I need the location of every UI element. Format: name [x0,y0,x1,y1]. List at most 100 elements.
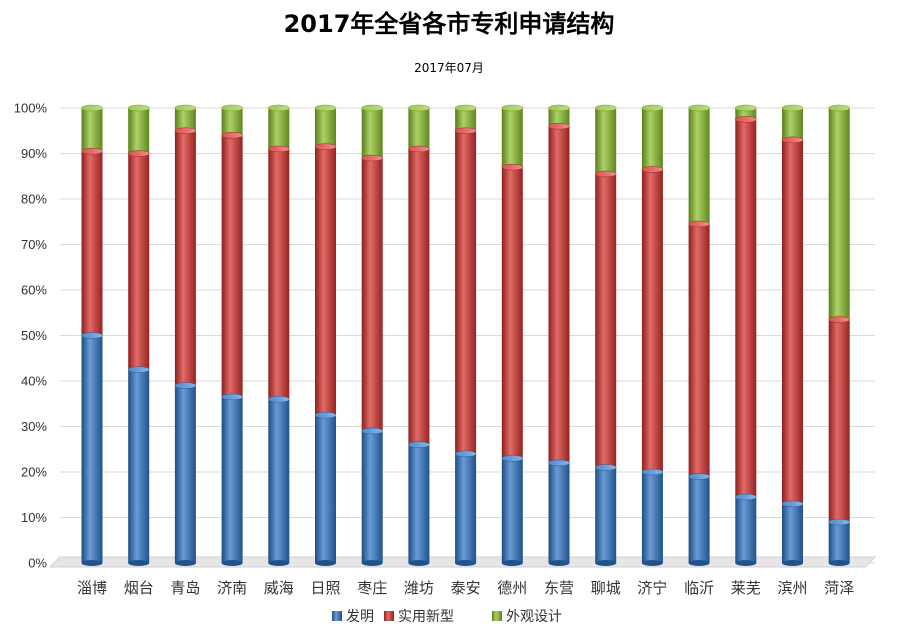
bar-外观设计 [782,108,803,140]
bar-cap [735,493,757,501]
bar-segment [81,108,103,152]
bar-segment [221,108,243,136]
bar-segment [641,169,663,473]
bar-发明 [174,385,196,563]
bar-实用新型 [315,146,336,416]
bar-外观设计 [828,108,850,320]
bar-segment [641,108,663,170]
bar-segment [595,108,617,174]
bar-外观设计 [735,108,757,120]
bar-发明 [828,522,850,563]
bar-cap [781,500,804,508]
legend-swatch [384,611,394,621]
bar-stack-淄博 [81,104,103,566]
bar-segment [595,173,617,468]
bar-cap [454,127,477,134]
bar-cap [314,143,337,150]
bar-cap [361,427,383,435]
bar-外观设计 [688,108,710,225]
bar-cap [641,166,664,173]
legend-label: 实用新型 [398,609,454,625]
bar-segment [501,108,523,168]
bar-base [315,560,336,566]
bar-stack-菏泽 [828,104,850,566]
bar-segment [174,130,196,386]
bar-发明 [268,399,290,563]
bar-segment [408,148,430,445]
bar-base [501,560,523,566]
bar-外观设计 [455,108,477,131]
bar-segment [688,108,710,225]
bar-cap [688,104,710,112]
bar-segment [782,503,803,563]
bar-发明 [128,369,150,563]
bar-cap [408,145,430,153]
bar-发明 [221,396,243,563]
bar-外观设计 [315,108,336,147]
bar-cap [81,147,103,155]
bar-发明 [735,497,757,563]
x-tick-label: 日照 [310,579,340,597]
bar-segment [128,369,150,563]
bar-外观设计 [641,108,663,170]
bar-外观设计 [81,108,103,152]
bar-cap [127,366,150,373]
bar-cap [361,104,383,112]
bar-cap [641,104,664,112]
bar-cap [828,316,850,323]
bar-cap [688,220,710,228]
bar-发明 [641,472,663,563]
y-tick-label: 10% [21,510,47,525]
bar-segment [268,148,290,400]
x-tick-label: 威海 [264,579,294,597]
bar-stack-潍坊 [408,104,430,566]
bar-cap [594,170,617,178]
bar-segment [782,108,803,140]
bar-cap [127,150,150,157]
y-tick-label: 80% [21,192,47,207]
x-tick-label: 聊城 [591,579,621,597]
bar-segment [501,167,523,459]
bar-实用新型 [81,151,103,336]
bar-外观设计 [595,108,617,174]
bar-segment [548,108,570,127]
chart-subtitle: 2017年07月 [414,61,484,75]
x-tick-label: 德州 [497,579,527,597]
bar-base [828,560,850,566]
bar-cap [735,104,757,112]
bar-cap [221,104,243,112]
bar-segment [548,126,570,463]
bar-base [782,560,803,566]
legend-label: 发明 [346,609,374,625]
bar-base [268,560,290,566]
bar-segment [688,476,710,563]
bar-segment [81,335,103,563]
bar-base [455,560,477,566]
bar-base [595,560,617,566]
bar-cap [828,518,850,526]
bar-实用新型 [735,119,757,498]
bar-segment [548,462,570,563]
bar-stack-济宁 [641,104,664,566]
y-tick-label: 20% [21,465,47,480]
x-tick-label: 青岛 [170,579,200,597]
bar-segment [455,108,477,131]
bar-stack-莱芜 [735,104,757,566]
bar-cap [548,459,570,467]
bar-实用新型 [828,319,850,523]
bar-base [641,560,663,566]
bar-发明 [548,462,570,563]
bar-segment [688,224,710,477]
bar-发明 [455,453,477,563]
bar-segment [361,431,383,563]
bar-cap [594,104,617,112]
bar-cap [81,104,103,112]
bar-segment [641,472,663,563]
bar-发明 [688,476,710,563]
bar-cap [174,382,197,389]
bar-外观设计 [174,108,196,131]
bar-cap [454,450,477,458]
bar-发明 [595,467,617,563]
x-tick-label: 莱芜 [731,579,761,597]
